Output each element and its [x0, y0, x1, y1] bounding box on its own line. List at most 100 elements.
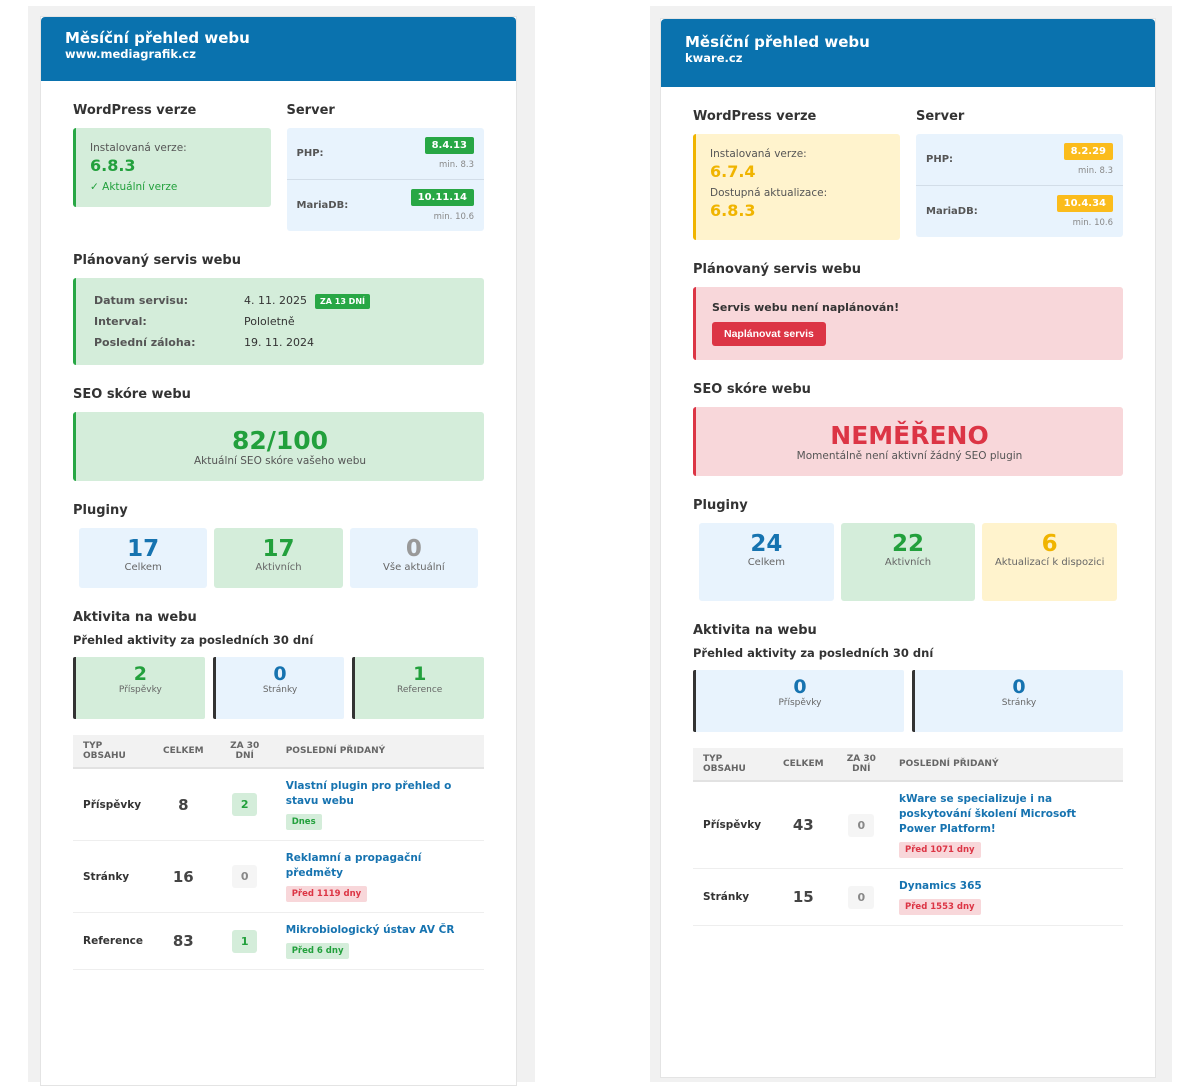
table-row: Příspěvky 43 0 kWare se specializuje i na p… — [693, 781, 1123, 869]
stat-label: Příspěvky — [778, 698, 822, 708]
stat-label: Aktualizací k dispozici — [994, 557, 1105, 568]
column-header: POSLEDNÍ PŘIDANÝ — [889, 748, 1123, 782]
server-row: PHP: 8.4.13 min. 8.3 — [287, 128, 485, 179]
service-box: Servis webu není naplánován! Naplánovat s… — [693, 287, 1123, 360]
column-header: TYP OBSAHU — [73, 735, 154, 769]
section-heading: Aktivita na webu — [73, 610, 197, 625]
stat-value: 0 — [405, 536, 422, 562]
server-box: PHP: 8.4.13 min. 8.3 MariaDB: 10.11.14 min. 1… — [286, 128, 485, 231]
stat-value: 0 — [1012, 676, 1026, 698]
total-count: 43 — [773, 781, 834, 869]
installed-label: Instalovaná verze: — [90, 142, 187, 154]
installed-version: 6.8.3 — [90, 156, 136, 175]
stat-value: 17 — [127, 536, 160, 562]
report-panel-kware: Měsíční přehled webu kware.cz WordPress ve… — [650, 6, 1172, 1082]
wordpress-section: WordPress verze Instalovaná verze: 6.8.3 ✓ … — [73, 81, 271, 231]
stat-label: Příspěvky — [118, 685, 162, 695]
schedule-service-button[interactable]: Naplánovat servis — [712, 322, 826, 346]
content-type: Příspěvky — [693, 781, 773, 869]
stat-value: 6 — [1041, 531, 1058, 557]
section-heading: Plánovaný servis webu — [693, 262, 861, 277]
seo-score: 82/100 — [231, 426, 329, 455]
last-added-link[interactable]: Mikrobiologický ústav AV ČR — [285, 924, 455, 936]
stat-value: 22 — [892, 531, 925, 557]
plugin-stat: 17 Aktivních — [214, 528, 343, 588]
table-row: Stránky 15 0 Dynamics 365 Před 1553 dny — [693, 868, 1123, 926]
age-badge: Před 1119 dny — [285, 886, 368, 902]
wordpress-version-box: Instalovaná verze: 6.8.3 ✓ Aktuální verze — [73, 128, 271, 207]
server-label: PHP: — [296, 148, 324, 159]
min-version: min. 10.6 — [433, 212, 474, 222]
service-warning: Servis webu není naplánován! — [712, 301, 900, 314]
last-added-link[interactable]: kWare se specializuje i na poskytování š… — [899, 793, 1077, 835]
wordpress-version-box: Instalovaná verze: 6.7.4 Dostupná aktualiz… — [693, 134, 900, 240]
last-backup: 19. 11. 2024 — [244, 336, 314, 349]
site-url: kware.cz — [685, 51, 743, 65]
activity-subheading: Přehled aktivity za posledních 30 dní — [73, 633, 314, 647]
service-box: Datum servisu: 4. 11. 2025 ZA 13 DNÍ Interv… — [73, 278, 484, 365]
table-row: Reference 83 1 Mikrobiologický ústav AV ČR P… — [73, 912, 484, 970]
column-header: ZA 30 DNÍ — [833, 748, 890, 782]
table-row: Příspěvky 8 2 Vlastní plugin pro přehled o … — [73, 768, 484, 841]
section-heading: Plánovaný servis webu — [73, 253, 241, 268]
card-header: Měsíční přehled webu www.mediagrafik.cz — [41, 17, 516, 81]
site-url: www.mediagrafik.cz — [65, 47, 196, 61]
plugin-stat: 17 Celkem — [79, 528, 208, 588]
report-card: Měsíční přehled webu www.mediagrafik.cz Wo… — [40, 16, 517, 1086]
column-header: CELKEM — [773, 748, 834, 782]
section-heading: SEO skóre webu — [693, 382, 811, 397]
stat-value: 24 — [750, 531, 783, 557]
section-heading: Pluginy — [73, 503, 128, 518]
column-header: CELKEM — [153, 735, 214, 769]
stat-value: 1 — [413, 663, 427, 685]
plugin-stat: 0 Vše aktuální — [349, 528, 478, 588]
seo-score: NEMĚŘENO — [830, 421, 989, 450]
card-body: WordPress verze Instalovaná verze: 6.7.4 Do… — [661, 87, 1155, 926]
total-count: 15 — [773, 868, 834, 926]
stat-label: Vše aktuální — [383, 562, 445, 573]
stat-label: Aktivních — [884, 557, 932, 568]
activity-stat: 0 Stránky — [212, 657, 345, 719]
versions-row: WordPress verze Instalovaná verze: 6.7.4 Do… — [693, 87, 1123, 240]
server-box: PHP: 8.2.29 min. 8.3 MariaDB: 10.4.34 min. 10… — [916, 134, 1123, 237]
stat-label: Celkem — [747, 557, 785, 568]
month-count: 0 — [231, 865, 258, 888]
page-title: Měsíční přehled webu — [65, 29, 250, 47]
activity-stat: 0 Stránky — [912, 670, 1123, 732]
stat-value: 2 — [133, 663, 147, 685]
activity-stat: 1 Reference — [352, 657, 485, 719]
report-card: Měsíční přehled webu kware.cz WordPress ve… — [660, 18, 1156, 1078]
section-heading: WordPress verze — [693, 109, 817, 124]
age-badge: Před 1071 dny — [899, 842, 981, 858]
stat-label: Stránky — [262, 685, 298, 695]
label: Poslední záloha: — [94, 336, 196, 349]
last-added-link[interactable]: Reklamní a propagační předměty — [285, 852, 422, 879]
card-header: Měsíční přehled webu kware.cz — [661, 19, 1155, 87]
min-version: min. 10.6 — [1072, 218, 1113, 228]
content-type: Stránky — [73, 840, 154, 913]
server-label: MariaDB: — [296, 200, 349, 211]
age-badge: Před 6 dny — [285, 943, 350, 959]
wordpress-section: WordPress verze Instalovaná verze: 6.7.4 Do… — [693, 87, 900, 240]
section-heading: WordPress verze — [73, 103, 197, 118]
activity-stats: 2 Příspěvky 0 Stránky 1 Reference — [73, 657, 485, 719]
total-count: 8 — [153, 768, 214, 841]
plugin-stat: 24 Celkem — [699, 523, 834, 601]
total-count: 16 — [153, 840, 214, 913]
last-added-link[interactable]: Vlastní plugin pro přehled o stavu webu — [285, 780, 452, 807]
plugin-stat: 6 Aktualizací k dispozici — [982, 523, 1118, 601]
update-version: 6.8.3 — [710, 201, 756, 220]
report-panel-mediagrafik: Měsíční přehled webu www.mediagrafik.cz Wo… — [28, 6, 535, 1086]
server-row: PHP: 8.2.29 min. 8.3 — [916, 134, 1123, 185]
last-added-link[interactable]: Dynamics 365 — [899, 880, 982, 892]
section-heading: Server — [916, 109, 965, 124]
server-label: PHP: — [926, 154, 954, 165]
section-heading: Server — [286, 103, 335, 118]
server-row: MariaDB: 10.4.34 min. 10.6 — [916, 185, 1123, 237]
server-row: MariaDB: 10.11.14 min. 10.6 — [286, 179, 484, 231]
server-version-badge: 8.4.13 — [424, 137, 474, 154]
column-header: ZA 30 DNÍ — [213, 735, 276, 769]
versions-row: WordPress verze Instalovaná verze: 6.8.3 ✓ … — [73, 81, 484, 231]
service-interval: Pololetně — [244, 315, 295, 328]
installed-version: 6.7.4 — [710, 162, 756, 181]
